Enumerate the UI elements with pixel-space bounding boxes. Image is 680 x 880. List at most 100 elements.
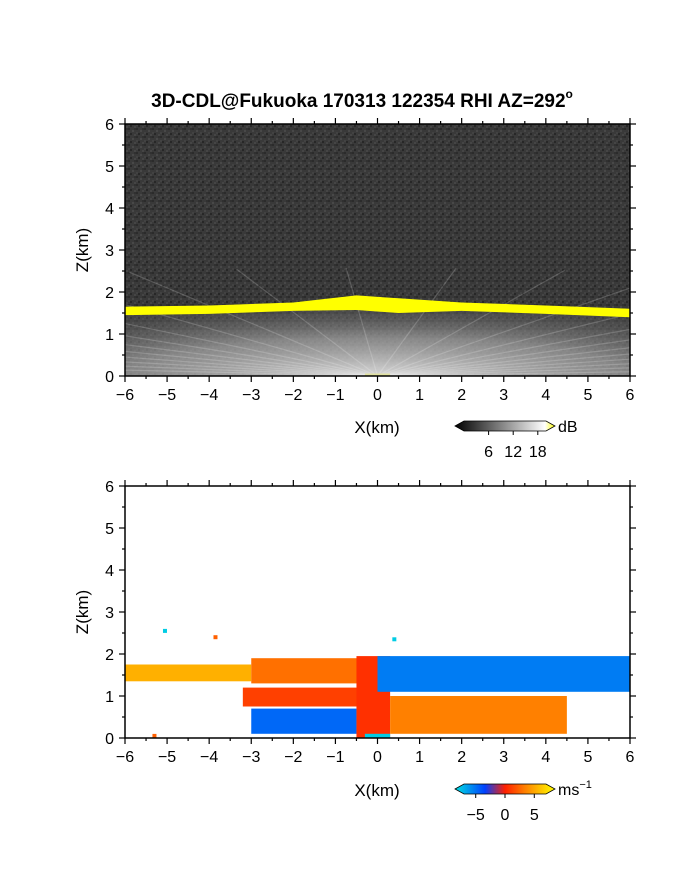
intensity-colorbar-ticks: 6 12 18 xyxy=(484,431,547,461)
beam-ray xyxy=(125,361,378,376)
x-tick-label: −4 xyxy=(200,749,218,766)
velocity-region xyxy=(377,656,630,692)
y-tick-label: 0 xyxy=(105,731,114,748)
x-tick-label: −3 xyxy=(242,387,260,404)
y-tick-label: 1 xyxy=(105,689,114,706)
x-tick-label: −1 xyxy=(326,387,344,404)
near-ground-echo xyxy=(364,373,391,376)
x-tick-label: 6 xyxy=(626,749,635,766)
x-tick-label: 6 xyxy=(626,387,635,404)
x-tick-label: −2 xyxy=(284,387,302,404)
x-tick-label: 3 xyxy=(499,749,508,766)
velocity-x-axis-label: X(km) xyxy=(354,781,399,800)
chart-title: 3D-CDL@Fukuoka 170313 122354 RHI AZ=292o xyxy=(151,87,573,112)
beam-ray xyxy=(125,322,378,376)
velocity-point xyxy=(392,637,397,642)
y-tick-label: 6 xyxy=(105,117,114,134)
y-tick-label: 4 xyxy=(105,201,114,218)
intensity-colorbar-unit: dB xyxy=(558,419,578,436)
y-tick-label: 4 xyxy=(105,563,114,580)
aerosol-layer-top xyxy=(125,295,630,318)
x-tick-label: 4 xyxy=(541,387,550,404)
x-tick-label: −5 xyxy=(158,749,176,766)
beam-ray xyxy=(377,353,630,376)
x-tick-label: 2 xyxy=(457,749,466,766)
y-tick-label: 2 xyxy=(105,285,114,302)
x-tick-label: 0 xyxy=(373,749,382,766)
colorbar-tick-label: −5 xyxy=(467,807,485,824)
beam-ray xyxy=(377,371,630,376)
x-tick-label: 5 xyxy=(583,387,592,404)
beam-ray xyxy=(377,339,630,376)
colorbar-tick-label: 0 xyxy=(501,807,510,824)
velocity-region xyxy=(251,658,370,684)
y-tick-label: 6 xyxy=(105,479,114,496)
y-tick-label: 5 xyxy=(105,521,114,538)
beam-ray xyxy=(377,313,630,376)
x-tick-label: −5 xyxy=(158,387,176,404)
x-tick-label: −4 xyxy=(200,387,218,404)
velocity-point xyxy=(152,733,157,738)
x-tick-label: 2 xyxy=(457,387,466,404)
velocity-region xyxy=(242,687,365,707)
x-tick-label: 3 xyxy=(499,387,508,404)
x-tick-label: −6 xyxy=(116,749,134,766)
intensity-y-axis-label: Z(km) xyxy=(73,228,92,272)
beam-ray xyxy=(125,356,378,376)
velocity-plot-area xyxy=(125,486,630,738)
velocity-point xyxy=(213,635,218,640)
intensity-x-axis-label: X(km) xyxy=(354,418,399,437)
beam-ray xyxy=(377,363,630,376)
velocity-region xyxy=(364,733,391,738)
beam-ray xyxy=(345,267,379,376)
intensity-axes: −6 −5 −4 −3 −2 −1 0 1 2 3 4 5 6 0 1 2 3 4 5 6 xyxy=(105,117,636,404)
velocity-region xyxy=(390,696,567,734)
beam-ray xyxy=(125,335,378,376)
y-tick-label: 2 xyxy=(105,647,114,664)
colorbar-tick-label: 6 xyxy=(484,444,493,461)
velocity-y-axis-label: Z(km) xyxy=(73,590,92,634)
x-tick-label: 5 xyxy=(583,749,592,766)
beam-ray xyxy=(377,287,630,376)
x-tick-label: 0 xyxy=(373,387,382,404)
velocity-region xyxy=(251,708,357,734)
colorbar-tick-label: 18 xyxy=(529,444,547,461)
x-tick-label: −6 xyxy=(116,387,134,404)
velocity-colorbar-ramp xyxy=(454,783,556,795)
beam-ray xyxy=(377,268,457,376)
beam-ray xyxy=(377,269,565,376)
y-tick-label: 3 xyxy=(105,605,114,622)
beam-ray xyxy=(125,344,378,376)
x-tick-label: 1 xyxy=(415,387,424,404)
velocity-colorbar-unit: ms−1 xyxy=(558,779,592,799)
beam-ray xyxy=(125,350,378,376)
beam-ray xyxy=(377,347,630,376)
beam-ray xyxy=(129,271,378,376)
velocity-axes: −6 −5 −4 −3 −2 −1 0 1 2 3 4 5 6 0 1 2 3 4 5 6 xyxy=(105,479,636,766)
velocity-point xyxy=(162,628,167,633)
velocity-colorbar-ticks: −5 0 5 xyxy=(467,794,539,824)
intensity-colorbar-ramp xyxy=(454,420,556,432)
x-tick-label: 4 xyxy=(541,749,550,766)
beam-ray xyxy=(377,358,630,376)
intensity-colorbar: 6 12 18 dB xyxy=(454,419,578,461)
y-tick-label: 1 xyxy=(105,327,114,344)
velocity-colorbar: −5 0 5 ms−1 xyxy=(454,779,592,824)
beam-ray xyxy=(125,369,378,376)
y-tick-label: 5 xyxy=(105,159,114,176)
velocity-panel: −6 −5 −4 −3 −2 −1 0 1 2 3 4 5 6 0 1 2 3 4 5 6 X(km) Z(km) −… xyxy=(73,479,636,824)
velocity-region xyxy=(125,664,252,682)
colorbar-tick-label: 12 xyxy=(504,444,522,461)
beam-ray xyxy=(125,303,378,376)
x-tick-label: 1 xyxy=(415,749,424,766)
beam-ray xyxy=(125,365,378,376)
x-tick-label: −1 xyxy=(326,749,344,766)
x-tick-label: −2 xyxy=(284,749,302,766)
boundary-layer-echo xyxy=(125,297,630,376)
beam-ray xyxy=(377,328,630,376)
intensity-plot-area xyxy=(125,124,630,376)
beam-ray xyxy=(377,367,630,376)
x-tick-label: −3 xyxy=(242,749,260,766)
